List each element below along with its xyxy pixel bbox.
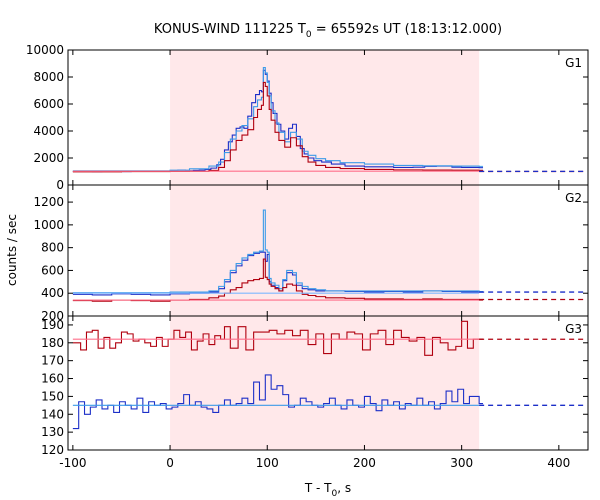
y-tick-label: 180 [41, 336, 64, 350]
panel-g1: 0 2000 4000 6000 8000 10000 G1 [26, 43, 589, 192]
y-tick-label: 150 [41, 389, 64, 403]
shaded-interval [170, 185, 480, 316]
title-prefix: KONUS-WIND 111225 T [154, 22, 306, 37]
y-tick-label: 600 [41, 263, 64, 277]
series-cyan-step [72, 209, 484, 294]
panel-label: G3 [565, 322, 582, 336]
y-tick-label: 190 [41, 318, 64, 332]
y-tick-label: 170 [41, 354, 64, 368]
x-tick-label: 200 [353, 456, 376, 470]
title-suffix: = 65592s UT (18:13:12.000) [312, 22, 502, 37]
y-tick-label: 200 [41, 309, 64, 323]
series-red-step [72, 320, 484, 356]
chart-panels: 0200040006000800010000G12004006008001000… [26, 43, 589, 470]
series-red-step [72, 81, 484, 173]
y-tick-label: 160 [41, 372, 64, 386]
y-tick-label: 0 [56, 178, 64, 192]
y-tick-label: 6000 [33, 97, 64, 111]
series-red-step [72, 258, 484, 302]
panel-label: G1 [565, 56, 582, 70]
panel-g3: 120 130 140 150 160 170 180 190 -100 0 100 200 300 40… [41, 315, 589, 470]
x-tick-label: 0 [166, 456, 174, 470]
x-tick-label: 100 [256, 456, 279, 470]
panel-g2: 200 400 600 800 1000 1200 G2 [33, 184, 589, 323]
panel-label: G2 [565, 191, 582, 205]
y-tick-label: 800 [41, 241, 64, 255]
x-tick-label: -100 [59, 456, 86, 470]
y-tick-label: 8000 [33, 70, 64, 84]
y-tick-label: 2000 [33, 151, 64, 165]
x-tick-label: 400 [547, 456, 570, 470]
y-axis-label: counts / sec [5, 214, 19, 286]
chart-title: KONUS-WIND 111225 T0 = 65592s UT (18:13:… [154, 22, 502, 40]
y-tick-label: 1000 [33, 218, 64, 232]
panel-frame [67, 315, 589, 451]
xlabel-suffix: , s [337, 481, 351, 495]
shaded-interval [170, 316, 480, 450]
y-tick-label: 1200 [33, 195, 64, 209]
y-tick-label: 140 [41, 407, 64, 421]
y-tick-label: 10000 [26, 43, 64, 57]
series-group [72, 209, 584, 302]
title-subscript: 0 [306, 30, 312, 40]
series-group [72, 320, 584, 430]
y-tick-label: 120 [41, 443, 64, 457]
y-tick-label: 400 [41, 286, 64, 300]
xlabel-prefix: T - T [304, 481, 332, 495]
x-tick-label: 300 [450, 456, 473, 470]
y-tick-label: 130 [41, 425, 64, 439]
series-group [72, 67, 584, 173]
x-axis-label: T - T0, s [304, 481, 351, 499]
y-tick-label: 4000 [33, 124, 64, 138]
xlabel-subscript: 0 [332, 489, 338, 499]
